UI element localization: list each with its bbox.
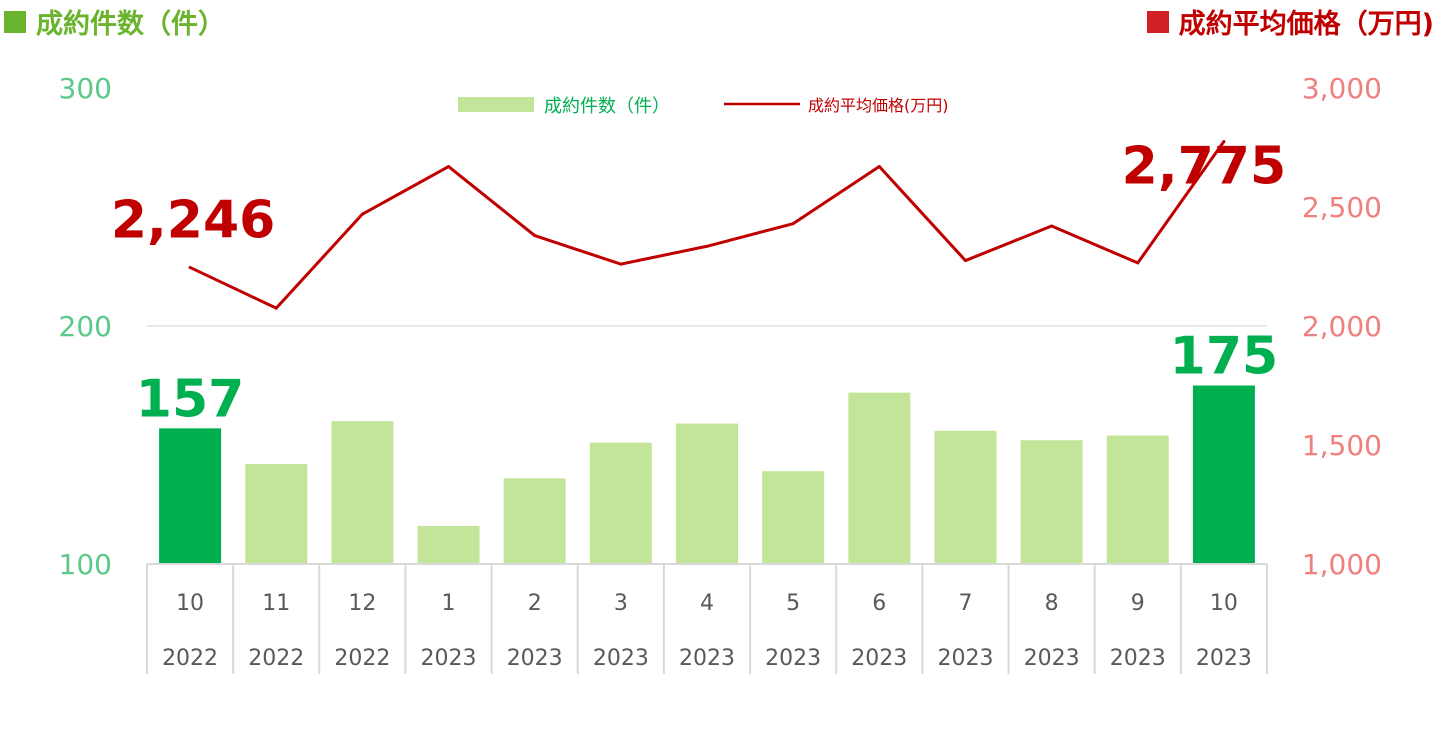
right-axis-tick: 3,000 xyxy=(1302,72,1382,105)
bar xyxy=(159,428,222,564)
x-tick-month: 10 xyxy=(176,591,204,616)
x-tick-year: 2023 xyxy=(851,646,907,671)
x-tick-month: 8 xyxy=(1045,591,1059,616)
price-point xyxy=(791,222,795,226)
x-tick-month: 7 xyxy=(958,591,972,616)
bar xyxy=(1020,440,1083,564)
price-point xyxy=(877,165,881,169)
x-tick-year: 2022 xyxy=(334,646,390,671)
bar xyxy=(934,430,997,564)
right-axis-tick: 2,000 xyxy=(1302,310,1382,343)
right-axis-tick: 1,000 xyxy=(1302,548,1382,581)
left-axis-tick: 100 xyxy=(59,548,112,581)
bar xyxy=(676,423,738,564)
x-tick-month: 11 xyxy=(262,591,290,616)
right-title-text: 成約平均価格（万円) xyxy=(1178,9,1434,40)
price-point xyxy=(619,262,623,266)
x-tick-month: 3 xyxy=(614,591,628,616)
x-tick-year: 2023 xyxy=(507,646,563,671)
x-tick-month: 5 xyxy=(786,591,800,616)
x-tick-year: 2023 xyxy=(593,646,649,671)
x-tick-year: 2023 xyxy=(421,646,477,671)
x-tick-month: 6 xyxy=(872,591,886,616)
price-point xyxy=(963,259,967,263)
x-tick-month: 2 xyxy=(528,591,542,616)
bar xyxy=(1106,435,1169,564)
price-point xyxy=(533,234,537,238)
price-point xyxy=(705,244,709,248)
data-label: 2,775 xyxy=(1122,137,1286,197)
bar xyxy=(848,392,911,564)
left-axis-tick: 300 xyxy=(59,72,112,105)
x-tick-year: 2023 xyxy=(937,646,993,671)
x-tick-year: 2023 xyxy=(1110,646,1166,671)
x-tick-month: 4 xyxy=(700,591,714,616)
legend-bar-swatch xyxy=(458,97,534,112)
x-tick-year: 2023 xyxy=(765,646,821,671)
x-tick-year: 2022 xyxy=(162,646,218,671)
price-point xyxy=(274,306,278,310)
bar xyxy=(417,525,480,564)
legend-line-label: 成約平均価格(万円) xyxy=(808,96,949,115)
price-point xyxy=(447,165,451,169)
left-axis-tick: 200 xyxy=(59,310,112,343)
x-tick-year: 2023 xyxy=(679,646,735,671)
price-line xyxy=(189,140,1226,310)
bar xyxy=(1192,385,1255,564)
bar xyxy=(762,471,825,564)
x-tick-month: 12 xyxy=(348,591,376,616)
x-tick-month: 10 xyxy=(1210,591,1238,616)
left-axis-title: 成約件数（件） xyxy=(4,2,225,41)
x-tick-year: 2023 xyxy=(1024,646,1080,671)
right-title-square-icon xyxy=(1146,10,1169,33)
left-title-square-icon xyxy=(4,10,26,33)
x-tick-month: 9 xyxy=(1131,591,1145,616)
price-point xyxy=(360,212,364,216)
x-tick-year: 2022 xyxy=(248,646,304,671)
legend-bar-label: 成約件数（件） xyxy=(544,96,670,117)
right-axis-tick: 2,500 xyxy=(1302,191,1382,224)
x-tick-year: 2023 xyxy=(1196,646,1252,671)
data-label: 157 xyxy=(136,369,245,429)
bar xyxy=(503,478,566,564)
bar xyxy=(331,421,394,564)
price-point xyxy=(188,265,192,269)
bar xyxy=(245,464,308,564)
price-point xyxy=(1222,140,1226,144)
data-label: 175 xyxy=(1170,327,1279,387)
right-axis-title: 成約平均価格（万円) xyxy=(1146,2,1434,41)
bar xyxy=(589,442,652,564)
left-title-text: 成約件数（件） xyxy=(36,9,225,40)
price-point xyxy=(1136,261,1140,265)
right-axis-tick: 1,500 xyxy=(1302,429,1382,462)
data-label: 2,246 xyxy=(111,190,275,250)
x-tick-month: 1 xyxy=(442,591,456,616)
price-point xyxy=(1050,224,1054,228)
